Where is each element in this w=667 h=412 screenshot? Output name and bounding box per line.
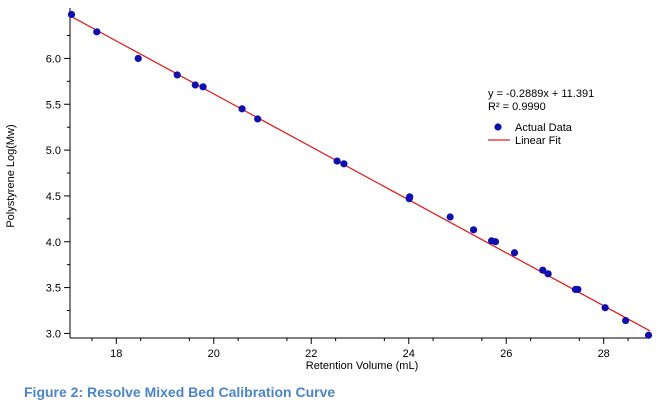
data-point: [510, 249, 519, 257]
data-point: [238, 105, 246, 113]
fit-equation: y = -0.2889x + 11.391: [488, 88, 594, 100]
figure-caption: Figure 2: Resolve Mixed Bed Calibration …: [24, 384, 336, 400]
data-point: [134, 54, 142, 63]
data-point: [446, 213, 454, 221]
legend-marker-actual-data: [494, 123, 502, 131]
data-point: [340, 160, 348, 168]
y-tick-label: 3.0: [46, 328, 61, 340]
x-tick-label: 24: [403, 348, 415, 360]
linear-fit-line: [69, 15, 651, 332]
data-point: [644, 331, 653, 339]
calibration-chart: 18 20 22 24 26 28 3.0 3.5 4.0 4.5 5.0 5.5 6.0 y = -0…: [5, 8, 653, 372]
plot-area: 18 20 22 24 26 28 3.0 3.5 4.0 4.5 5.0 5.5 6.0: [46, 8, 653, 360]
y-tick-label: 4.0: [46, 237, 61, 249]
data-point: [539, 266, 547, 274]
x-tick-label: 22: [305, 348, 317, 360]
y-tick-label: 5.5: [46, 99, 61, 111]
data-point: [469, 226, 478, 234]
data-point: [622, 316, 630, 325]
x-axis-title: Retention Volume (mL): [306, 360, 419, 372]
y-tick-label: 4.5: [46, 191, 61, 203]
data-point: [406, 193, 414, 201]
x-tick-label: 28: [598, 348, 610, 360]
data-point: [67, 10, 76, 19]
data-point: [601, 304, 609, 312]
data-point: [544, 270, 552, 278]
data-point: [333, 157, 341, 165]
data-point: [199, 83, 207, 91]
x-tick-label: 20: [208, 348, 220, 360]
legend: y = -0.2889x + 11.391 R² = 0.9990 Actual…: [488, 88, 594, 147]
data-point: [93, 28, 101, 36]
x-tick-label: 26: [500, 348, 512, 360]
legend-label-actual-data: Actual Data: [515, 122, 573, 134]
y-tick-label: 5.0: [46, 145, 61, 157]
data-point: [254, 115, 262, 123]
r-squared: R² = 0.9990: [488, 101, 546, 113]
x-tick-label: 18: [110, 348, 122, 360]
data-point: [191, 81, 199, 89]
y-axis-title: Polystyrene Log(Mw): [5, 124, 17, 227]
data-point: [173, 71, 181, 79]
y-tick-label: 6.0: [46, 53, 61, 65]
y-tick-label: 3.5: [46, 283, 61, 295]
data-point: [491, 238, 500, 246]
data-point: [574, 285, 582, 294]
legend-label-linear-fit: Linear Fit: [515, 135, 561, 147]
